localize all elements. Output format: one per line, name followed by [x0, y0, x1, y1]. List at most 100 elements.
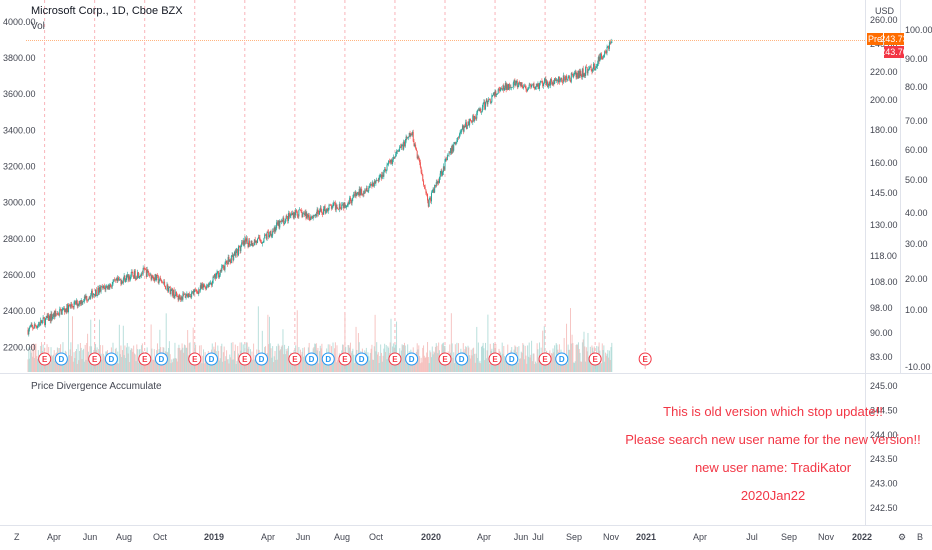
dividend-marker[interactable] [154, 352, 168, 366]
currency-label[interactable]: USD [875, 6, 895, 16]
price-candle [408, 132, 410, 138]
earnings-marker[interactable] [488, 352, 502, 366]
dividend-marker[interactable] [54, 352, 68, 366]
volume-bar [170, 363, 172, 372]
price-candle [186, 293, 188, 297]
price-candle [187, 293, 189, 298]
price-axis[interactable]: 260.00 240.00 220.00 200.00 180.00 160.00 145.… [870, 15, 898, 362]
price-candle [266, 232, 268, 239]
volume-bar [125, 358, 127, 372]
earnings-marker[interactable] [338, 352, 352, 366]
price-candle [188, 293, 190, 297]
price-candle [98, 287, 100, 293]
volume-tick-label: 30.00 [905, 239, 928, 249]
price-candle [451, 145, 453, 154]
time-axis[interactable]: Apr Jun Aug Oct 2019 Apr Jun Aug Oct 2020 Apr Jun Ju… [47, 532, 872, 542]
dividend-marker[interactable] [321, 352, 335, 366]
dividend-marker[interactable] [455, 352, 469, 366]
indicator-title[interactable]: Price Divergence Accumulate [31, 381, 162, 392]
price-candle [66, 304, 68, 313]
dividend-marker[interactable] [305, 352, 319, 366]
price-candle [489, 99, 491, 103]
earnings-marker[interactable] [588, 352, 602, 366]
price-candle [465, 122, 467, 129]
volume-bar [543, 326, 545, 372]
earnings-marker[interactable] [138, 352, 152, 366]
earnings-marker[interactable] [188, 352, 202, 366]
price-candle [75, 301, 77, 305]
price-candle [371, 184, 373, 187]
earnings-marker[interactable] [88, 352, 102, 366]
price-candle [536, 83, 538, 87]
volume-bar [148, 363, 150, 372]
volume-bar [403, 345, 405, 372]
price-candle [352, 197, 354, 199]
price-candle [496, 94, 498, 96]
volume-bar [580, 361, 582, 372]
scale-icon[interactable]: B [917, 532, 923, 542]
dividend-marker[interactable] [505, 352, 519, 366]
volume-bar [607, 350, 609, 372]
dividend-marker[interactable] [555, 352, 569, 366]
earnings-marker[interactable] [638, 352, 652, 366]
price-candle [76, 300, 78, 307]
price-candle [535, 86, 537, 90]
earnings-marker[interactable] [438, 352, 452, 366]
price-candle [201, 284, 203, 289]
dividend-marker[interactable] [255, 352, 269, 366]
earnings-marker[interactable] [538, 352, 552, 366]
volume-bar [54, 361, 56, 372]
price-candle [511, 87, 513, 88]
volume-bar [79, 350, 81, 372]
volume-bar [492, 360, 494, 372]
indicator-axis[interactable]: 245.00 244.50 244.00 243.50 243.00 242.50 [870, 381, 898, 513]
volume-legend[interactable]: Vol [31, 21, 45, 32]
price-candle [67, 304, 69, 313]
price-candle [79, 300, 81, 305]
price-candle [572, 74, 574, 78]
volume-bar [88, 362, 90, 372]
volume-bar [604, 361, 606, 372]
earnings-marker[interactable] [238, 352, 252, 366]
volume-bar [588, 356, 590, 372]
price-candle [226, 263, 228, 265]
dividend-marker[interactable] [104, 352, 118, 366]
volume-bar [407, 357, 409, 372]
volume-bar [390, 318, 392, 372]
price-candle [564, 79, 566, 81]
volume-bar [272, 346, 274, 372]
price-candle [205, 287, 207, 289]
dividend-marker[interactable] [405, 352, 419, 366]
price-candle [318, 212, 320, 215]
price-candle [306, 213, 308, 219]
volume-bar [38, 355, 40, 372]
volume-bar [134, 354, 136, 372]
price-candle [240, 246, 242, 252]
price-candle [429, 198, 431, 200]
symbol-title[interactable]: Microsoft Corp., 1D, Cboe BZX [31, 5, 183, 17]
price-candle [520, 82, 522, 86]
volume-bar [231, 359, 233, 372]
earnings-marker[interactable] [388, 352, 402, 366]
volume-bar [483, 348, 485, 372]
price-candle [519, 82, 521, 83]
time-tick-label: Apr [477, 532, 491, 542]
price-candle [84, 296, 86, 299]
price-candle [438, 180, 440, 183]
settings-icon[interactable]: ⚙ [898, 532, 906, 542]
dividend-marker[interactable] [204, 352, 218, 366]
zoom-icon[interactable]: Z [14, 532, 20, 542]
earnings-marker[interactable] [38, 352, 52, 366]
price-candle [491, 95, 493, 102]
earnings-marker[interactable] [288, 352, 302, 366]
price-candle [228, 257, 230, 262]
price-candle [161, 281, 163, 283]
price-candle [288, 213, 290, 221]
volume-bar [340, 358, 342, 372]
volume-bar [303, 347, 305, 372]
price-candle [422, 174, 424, 181]
dividend-marker[interactable] [355, 352, 369, 366]
price-candle [143, 268, 145, 269]
volume-bar [269, 343, 271, 372]
